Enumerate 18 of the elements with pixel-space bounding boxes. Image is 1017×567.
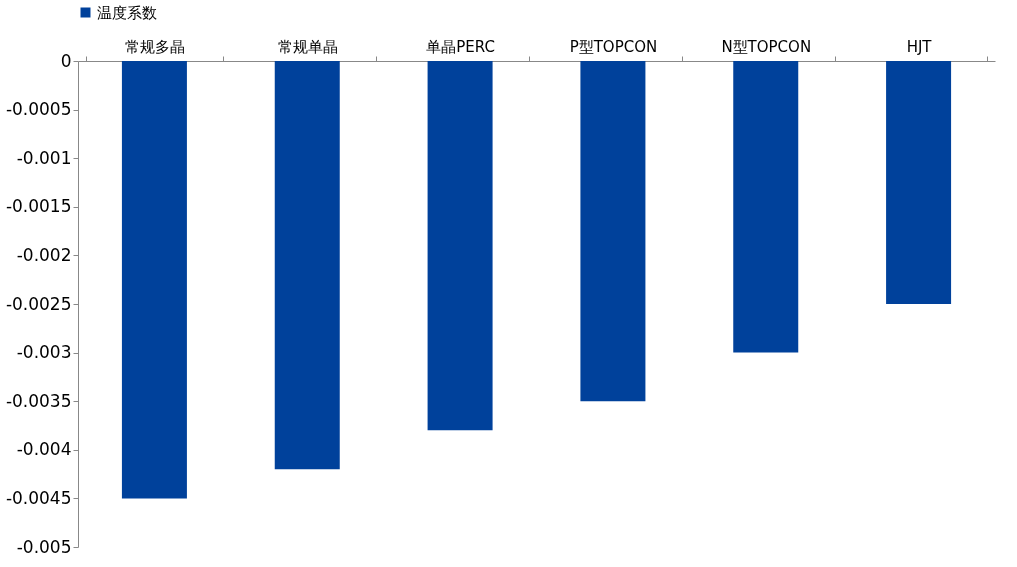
y-tick-label: -0.0035 (5, 390, 72, 411)
x-tick-label: N型TOPCON (721, 37, 812, 56)
y-tick-label: -0.004 (16, 439, 72, 460)
y-tick-label: -0.001 (16, 147, 72, 168)
y-tick-label: -0.003 (16, 342, 72, 363)
x-tick-label: 常规单晶 (277, 37, 338, 56)
y-tick-label: -0.002 (16, 244, 72, 265)
x-tick-label: P型TOPCON (569, 37, 658, 56)
y-tick-label: -0.0005 (5, 99, 72, 120)
legend-label: 温度系数 (97, 3, 157, 22)
y-tick-label: -0.005 (16, 536, 72, 557)
y-tick-label: -0.0045 (5, 487, 72, 508)
x-tick-label: HJT (906, 37, 933, 56)
x-tick-label: 单晶PERC (426, 37, 495, 56)
y-tick-label: -0.0025 (5, 293, 72, 314)
y-tick-label: -0.0015 (5, 196, 72, 217)
x-tick-label: 常规多晶 (124, 37, 185, 56)
y-tick-label: 0 (60, 50, 72, 71)
